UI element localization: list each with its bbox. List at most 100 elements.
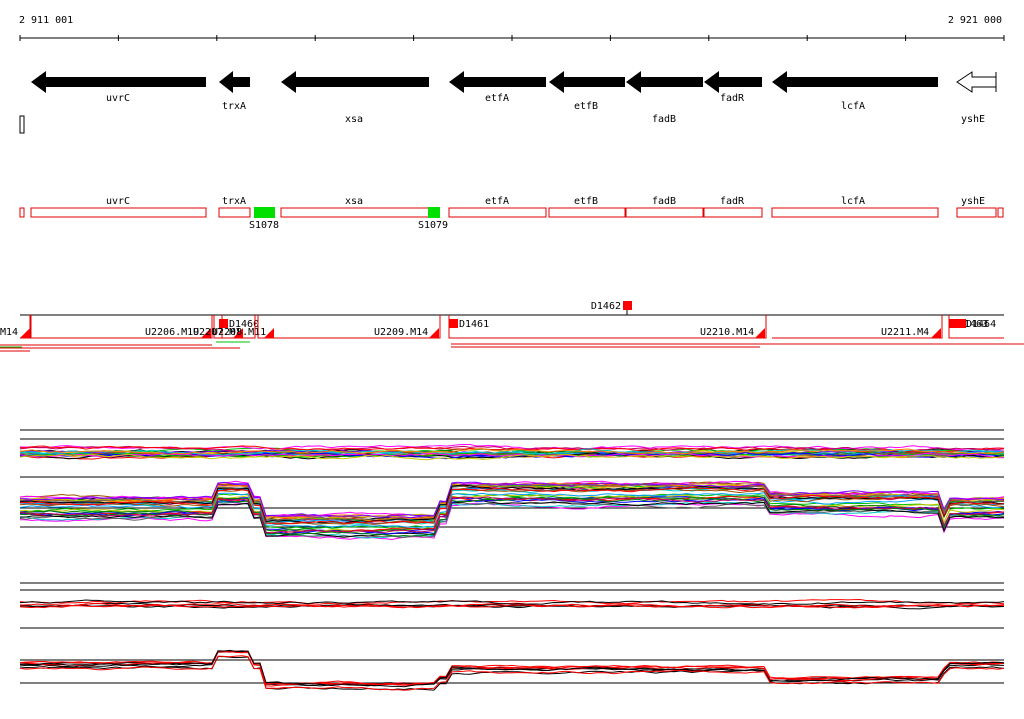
unit-triangle-U2207	[233, 328, 243, 338]
ruler-ticks	[19, 35, 1005, 41]
gene-arrow-lcfA	[772, 71, 938, 93]
feature-box-fadB	[625, 207, 704, 218]
unit-triangle-U2209	[429, 328, 439, 338]
gene-trxA[interactable]: trxA	[219, 71, 250, 112]
expression-trace	[20, 481, 1005, 518]
gene-arrow-etfB	[549, 71, 625, 93]
gene-label-etfA: etfA	[485, 93, 509, 104]
marker-label-D1461: D1461	[459, 319, 489, 330]
unit-triangle-U2208	[264, 328, 274, 338]
gene-label-fadR: fadR	[720, 93, 745, 104]
unit-label-U2211[interactable]: U2211.M4	[881, 327, 929, 338]
transcript-track: D1462 D1460 D1461 D1463 D1464 M14 U2206.…	[0, 301, 1024, 352]
feature-uvrC[interactable]: uvrC	[30, 196, 207, 218]
gene-arrow-yshE	[956, 71, 997, 93]
expression-trace	[19, 453, 1005, 461]
feature-trxA[interactable]: trxA	[218, 196, 251, 218]
gene-label-uvrC: uvrC	[106, 93, 130, 104]
unit-triangle-U2206	[201, 328, 211, 338]
expression-trace	[19, 602, 1005, 609]
unit-triangle-M14	[20, 328, 30, 338]
gene-etfA[interactable]: etfA	[449, 71, 546, 104]
gene-xsa[interactable]: xsa	[281, 71, 429, 125]
expression-trace	[19, 484, 1005, 524]
expression-trace	[19, 496, 1005, 534]
expression-trace	[19, 492, 1005, 528]
marker-D1460[interactable]: D1460	[219, 319, 259, 330]
srna-label-S1078: S1078	[249, 220, 279, 231]
srna-S1078[interactable]: S1078	[249, 207, 279, 231]
feature-box-trxA	[218, 207, 251, 218]
gene-label-etfB: etfB	[574, 101, 598, 112]
expression-trace	[19, 487, 1005, 526]
feature-yshE[interactable]: yshE	[956, 196, 1004, 218]
marker-D1464[interactable]: D1464	[957, 319, 996, 330]
expression-trace	[19, 650, 1005, 686]
srna-S1079[interactable]: S1079	[418, 207, 448, 231]
gene-label-yshE: yshE	[961, 114, 985, 125]
partial-gene-edge	[19, 115, 25, 134]
unit-label-U2206[interactable]: U2206.M19	[145, 327, 199, 338]
feature-label-etfA: etfA	[485, 196, 509, 207]
srna-box-S1078	[254, 207, 275, 218]
feature-etfA[interactable]: etfA	[448, 196, 547, 218]
unit-bracket-U2211	[772, 315, 943, 339]
feature-lcfA[interactable]: lcfA	[771, 196, 939, 218]
gene-yshE[interactable]: yshE	[956, 71, 997, 125]
expression-trace	[19, 651, 1005, 687]
expression-trace	[19, 602, 1005, 609]
marker-D1463[interactable]: D1463	[949, 319, 988, 330]
unit-bracket-U2210	[448, 315, 767, 339]
gene-arrow-xsa	[281, 71, 429, 93]
feature-fadB[interactable]: fadB	[625, 196, 704, 218]
expression-trace	[19, 650, 1005, 685]
expression-trace	[19, 448, 1005, 455]
feature-label-xsa: xsa	[345, 196, 363, 207]
unit-triangle-U2211	[931, 328, 941, 338]
feature-box-fadR	[703, 207, 763, 218]
gene-label-trxA: trxA	[222, 101, 246, 112]
srna-label-S1079: S1079	[418, 220, 448, 231]
marker-D1461[interactable]: D1461	[449, 319, 489, 330]
feature-box-uvrC	[30, 207, 207, 218]
expression-panel-b	[19, 582, 1005, 691]
marker-box-D1460	[219, 319, 228, 328]
feature-fadR[interactable]: fadR	[703, 196, 763, 218]
gene-label-lcfA: lcfA	[841, 101, 865, 112]
unit-bracket-U2207	[213, 315, 222, 339]
marker-label-D1462: D1462	[591, 301, 621, 312]
expression-trace	[19, 493, 1005, 529]
panel-b-traces	[19, 598, 1005, 691]
unit-label-U2209[interactable]: U2209.M14	[374, 327, 428, 338]
gene-arrow-uvrC	[31, 71, 206, 93]
gene-lcfA[interactable]: lcfA	[772, 71, 938, 112]
expression-trace	[19, 656, 1005, 691]
unit-label-U2207[interactable]: U2207.M1	[193, 327, 241, 338]
marker-box-D1463	[949, 319, 958, 328]
unit-label-U2210[interactable]: U2210.M14	[700, 327, 754, 338]
feature-etfB[interactable]: etfB	[548, 196, 626, 218]
expression-trace	[19, 452, 1005, 459]
feature-box-edge-right	[997, 207, 1004, 218]
unit-bracket-U2206	[30, 315, 213, 339]
gene-arrow-etfA	[449, 71, 546, 93]
feature-xsa[interactable]: xsa	[280, 196, 430, 218]
feature-box-yshE	[956, 207, 997, 218]
unit-label-U2208[interactable]: U2208.M11	[212, 327, 266, 338]
gene-etfB[interactable]: etfB	[549, 71, 625, 112]
marker-label-D1464: D1464	[966, 319, 996, 330]
unit-bracket-U2209	[257, 315, 441, 339]
marker-label-D1460: D1460	[229, 319, 259, 330]
expression-trace	[19, 483, 1005, 522]
gene-fadB[interactable]: fadB	[626, 71, 703, 125]
gene-arrow-fadB	[626, 71, 703, 93]
marker-D1462[interactable]: D1462	[591, 301, 632, 315]
gene-fadR[interactable]: fadR	[704, 71, 762, 104]
end-coordinate: 2 921 000	[948, 15, 1002, 26]
gene-uvrC[interactable]: uvrC	[31, 71, 206, 104]
marker-box-D1462	[623, 301, 632, 310]
unit-label-M14[interactable]: M14	[0, 327, 18, 338]
feature-box-edge-left	[19, 207, 25, 218]
gene-label-xsa: xsa	[345, 114, 363, 125]
